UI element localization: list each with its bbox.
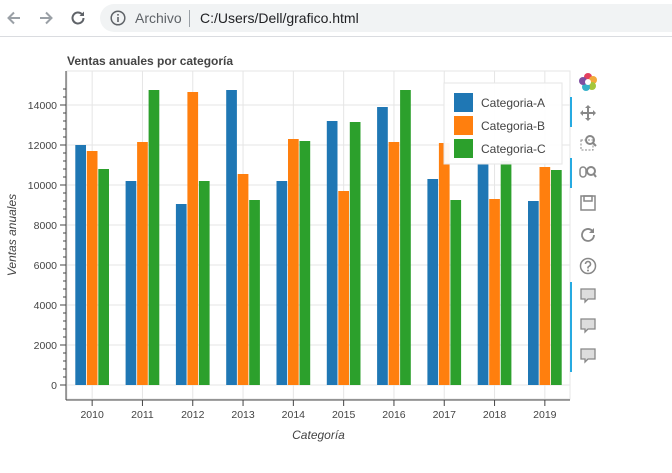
legend-swatch-categoria-a xyxy=(454,93,473,112)
legend-swatch-categoria-c xyxy=(454,139,473,158)
bar-categoria-b-2017 xyxy=(438,143,450,385)
pan-icon[interactable] xyxy=(578,103,598,123)
legend-label-categoria-b: Categoria-B xyxy=(481,119,545,133)
active-tool-indicator xyxy=(570,158,572,188)
legend-swatch-categoria-b xyxy=(454,116,473,135)
x-tick-label: 2018 xyxy=(483,409,507,421)
y-tick-label: 2000 xyxy=(34,340,58,352)
x-tick-label: 2017 xyxy=(433,409,457,421)
wheel-zoom-icon[interactable] xyxy=(578,163,598,183)
forward-arrow-icon[interactable] xyxy=(34,6,58,30)
bar-categoria-c-2011 xyxy=(148,90,160,385)
bar-categoria-a-2019 xyxy=(528,201,539,385)
bar-categoria-c-2017 xyxy=(450,200,462,385)
address-separator xyxy=(189,10,190,27)
bar-categoria-b-2011 xyxy=(137,142,148,385)
bar-categoria-c-2016 xyxy=(400,90,411,385)
bar-categoria-a-2013 xyxy=(226,90,237,385)
y-tick-label: 0 xyxy=(51,380,57,392)
box-zoom-icon[interactable] xyxy=(578,133,598,153)
bar-categoria-c-2018 xyxy=(500,161,512,385)
reload-icon[interactable] xyxy=(66,6,90,30)
x-tick-label: 2010 xyxy=(80,409,104,421)
hover-icon[interactable] xyxy=(578,316,598,336)
hover-icon[interactable] xyxy=(578,286,598,306)
save-icon[interactable] xyxy=(578,193,598,213)
bar-categoria-b-2013 xyxy=(237,174,249,385)
y-tick-label: 6000 xyxy=(34,260,58,272)
back-arrow-icon[interactable] xyxy=(2,6,26,30)
bar-categoria-c-2019 xyxy=(551,170,562,385)
chart-toolbar xyxy=(570,70,604,372)
bar-categoria-a-2014 xyxy=(276,181,288,385)
browser-toolbar: Archivo C:/Users/Dell/grafico.html xyxy=(0,0,672,37)
x-tick-label: 2012 xyxy=(181,409,205,421)
y-tick-label: 12000 xyxy=(28,140,57,152)
reset-icon[interactable] xyxy=(578,225,598,245)
scheme-label: Archivo xyxy=(135,10,182,26)
y-tick-label: 8000 xyxy=(34,220,58,232)
x-tick-label: 2011 xyxy=(131,409,154,421)
address-bar[interactable]: Archivo C:/Users/Dell/grafico.html xyxy=(100,4,672,32)
bar-categoria-a-2017 xyxy=(427,179,439,385)
bar-categoria-a-2018 xyxy=(477,164,489,385)
bar-categoria-c-2013 xyxy=(249,200,260,385)
x-tick-label: 2019 xyxy=(533,409,557,421)
hover-icon[interactable] xyxy=(578,346,598,366)
y-tick-label: 10000 xyxy=(28,180,57,192)
bar-categoria-b-2018 xyxy=(489,199,500,385)
bar-categoria-b-2012 xyxy=(187,92,199,385)
y-axis-label: Ventas anuales xyxy=(5,194,19,276)
bar-categoria-b-2015 xyxy=(338,191,349,385)
x-tick-label: 2016 xyxy=(382,409,406,421)
bar-categoria-b-2010 xyxy=(86,151,98,385)
bar-categoria-a-2010 xyxy=(75,145,86,385)
legend-label-categoria-a: Categoria-A xyxy=(481,96,545,110)
x-axis-label: Categoría xyxy=(292,428,345,442)
bokeh-logo-icon[interactable] xyxy=(578,72,598,92)
bar-categoria-c-2012 xyxy=(198,181,210,385)
help-icon[interactable] xyxy=(578,256,598,276)
chart-title: Ventas anuales por categoría xyxy=(67,54,234,68)
x-tick-label: 2015 xyxy=(332,409,356,421)
bar-categoria-c-2014 xyxy=(299,141,311,385)
bar-categoria-a-2012 xyxy=(175,204,187,385)
bar-categoria-b-2016 xyxy=(388,142,400,385)
active-tool-indicator xyxy=(570,97,572,127)
bar-categoria-c-2010 xyxy=(98,169,109,385)
active-tool-indicator xyxy=(570,282,572,372)
legend-label-categoria-c: Categoria-C xyxy=(481,142,546,156)
bar-categoria-b-2019 xyxy=(539,167,551,385)
info-icon[interactable] xyxy=(110,10,126,26)
bar-categoria-c-2015 xyxy=(349,122,361,385)
x-tick-label: 2013 xyxy=(231,409,255,421)
x-tick-label: 2014 xyxy=(282,409,306,421)
url-text[interactable]: C:/Users/Dell/grafico.html xyxy=(200,10,359,26)
bar-categoria-a-2015 xyxy=(326,121,338,385)
y-tick-label: 4000 xyxy=(34,300,58,312)
bar-categoria-a-2011 xyxy=(125,181,137,385)
bar-categoria-a-2016 xyxy=(377,107,388,385)
bar-categoria-b-2014 xyxy=(288,139,299,385)
y-tick-label: 14000 xyxy=(28,100,57,112)
